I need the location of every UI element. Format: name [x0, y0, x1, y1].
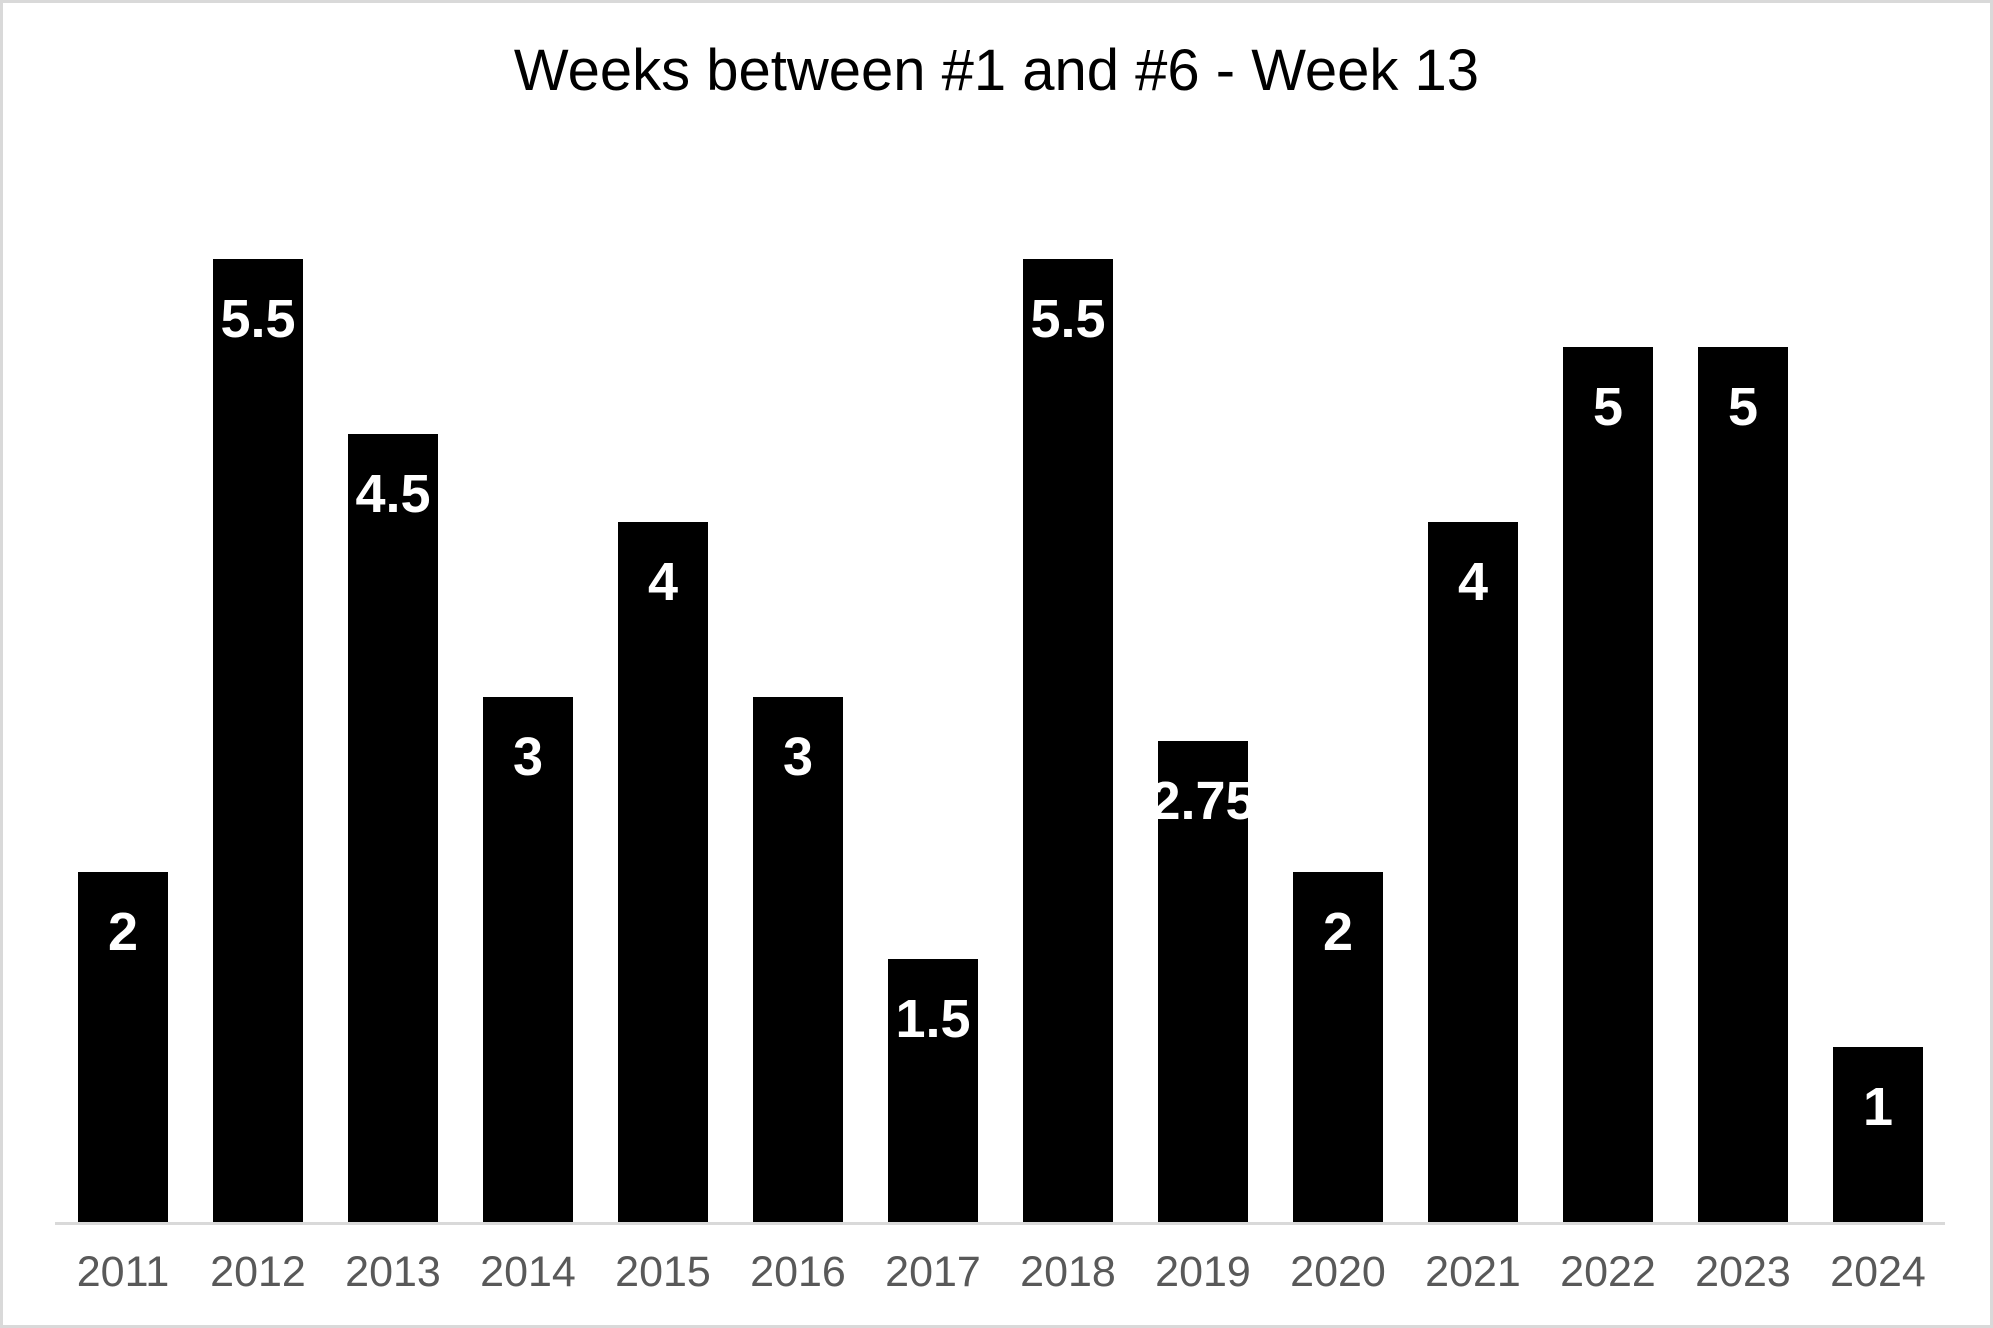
bar-value-label-2014: 3: [512, 727, 544, 787]
bar-2016: 3: [753, 697, 843, 1222]
x-axis-labels: 2011 2012 2013 2014 2015 2016 2017 2018 2019 2020…: [55, 1247, 1945, 1297]
bar-2017: 1.5: [888, 959, 978, 1222]
bar-2015: 4: [618, 522, 708, 1222]
x-axis-label-2022: 2022: [1560, 1248, 1656, 1296]
x-axis-label-2020: 2020: [1290, 1248, 1386, 1296]
x-axis-label-2016: 2016: [750, 1248, 846, 1296]
plot-area: 2 5.5 4.5 3 4 3 1.5 5.5 2.75 2 4 5 5 1: [55, 3, 1945, 1222]
bar-value-label-2021: 4: [1457, 552, 1489, 612]
bar-value-label-2018: 5.5: [1030, 289, 1106, 349]
bar-value-label-2012: 5.5: [220, 289, 296, 349]
x-axis-line: [55, 1222, 1945, 1225]
bar-value-label-2017: 1.5: [895, 989, 971, 1049]
bar-2019: 2.75: [1150, 741, 1256, 1222]
chart-title: Weeks between #1 and #6 - Week 13: [513, 38, 1480, 103]
bar-2020: 2: [1293, 872, 1383, 1222]
bar-value-label-2022: 5: [1592, 377, 1624, 437]
bar-value-label-2019: 2.75: [1150, 771, 1256, 831]
x-axis-label-2024: 2024: [1830, 1248, 1926, 1296]
bar-value-label-2024: 1: [1862, 1077, 1894, 1137]
bar-2018: 5.5: [1023, 259, 1113, 1222]
bar-value-label-2013: 4.5: [355, 464, 431, 524]
x-axis-label-2021: 2021: [1425, 1248, 1521, 1296]
bar-2021: 4: [1428, 522, 1518, 1222]
bar-value-label-2011: 2: [107, 902, 139, 962]
bar-value-label-2020: 2: [1322, 902, 1354, 962]
bar-2023: 5: [1698, 347, 1788, 1222]
bar-2013: 4.5: [348, 434, 438, 1222]
x-axis-label-2012: 2012: [210, 1248, 306, 1296]
x-axis-label-2011: 2011: [76, 1248, 170, 1296]
bar-2011: 2: [78, 872, 168, 1222]
bar-value-label-2023: 5: [1727, 377, 1759, 437]
bar-value-label-2016: 3: [782, 727, 814, 787]
x-axis-label-2019: 2019: [1155, 1248, 1251, 1296]
x-axis-label-2015: 2015: [615, 1248, 711, 1296]
bar-2014: 3: [483, 697, 573, 1222]
bar-2022: 5: [1563, 347, 1653, 1222]
bar-value-label-2015: 4: [647, 552, 679, 612]
bar-2024: 1: [1833, 1047, 1923, 1222]
x-axis-label-2018: 2018: [1020, 1248, 1116, 1296]
bar-2012: 5.5: [213, 259, 303, 1222]
x-axis-label-2017: 2017: [885, 1248, 981, 1296]
x-axis-label-2013: 2013: [345, 1248, 441, 1296]
x-axis-label-2014: 2014: [480, 1248, 576, 1296]
x-axis-label-2023: 2023: [1695, 1248, 1791, 1296]
